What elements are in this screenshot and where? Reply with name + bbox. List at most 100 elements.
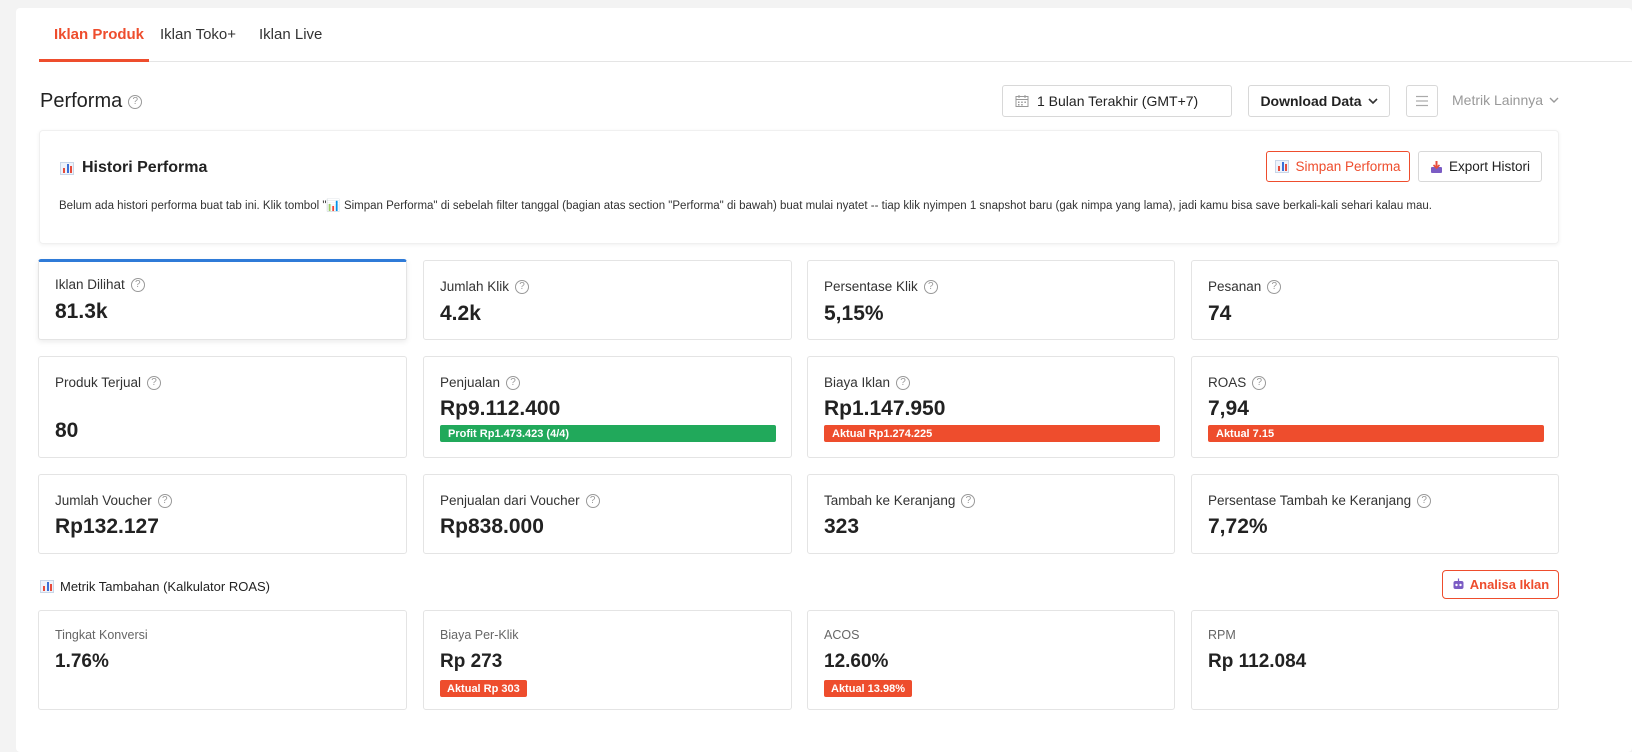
metric-label: Tambah ke Keranjang?: [824, 493, 976, 508]
ad-type-tabs: Iklan Produk Iklan Toko+ Iklan Live: [39, 8, 1632, 62]
chevron-down-icon: [1367, 97, 1378, 104]
metric-card-penjualan-voucher[interactable]: Penjualan dari Voucher? Rp838.000: [423, 474, 792, 554]
metric-card-jumlah-voucher[interactable]: Jumlah Voucher? Rp132.127: [38, 474, 407, 554]
metric-value: 81.3k: [55, 300, 108, 323]
help-icon[interactable]: ?: [896, 375, 911, 390]
metric-value: 7,94: [1208, 397, 1249, 420]
help-icon[interactable]: ?: [1267, 279, 1282, 294]
metrik-lainnya-label: Metrik Lainnya: [1452, 92, 1544, 108]
metric-card-pesanan[interactable]: Pesanan? 74: [1191, 260, 1559, 340]
metric-label: Produk Terjual?: [55, 375, 162, 390]
tab-iklan-live[interactable]: Iklan Live: [259, 26, 323, 43]
download-data-label: Download Data: [1260, 93, 1362, 109]
help-icon[interactable]: ?: [961, 493, 976, 508]
metric-card-persentase-klik[interactable]: Persentase Klik? 5,15%: [807, 260, 1175, 340]
export-histori-button[interactable]: Export Histori: [1418, 151, 1542, 182]
help-icon[interactable]: ?: [1417, 493, 1432, 508]
extra-metrics-heading: Metrik Tambahan (Kalkulator ROAS): [40, 579, 270, 594]
metric-label: Jumlah Voucher?: [55, 493, 172, 508]
actual-badge: Aktual Rp1.274.225: [824, 425, 1160, 442]
metric-label: Persentase Tambah ke Keranjang?: [1208, 493, 1432, 508]
metric-card-tambah-keranjang[interactable]: Tambah ke Keranjang? 323: [807, 474, 1175, 554]
bar-chart-icon: [40, 580, 54, 593]
extra-metric-label: RPM: [1208, 628, 1236, 642]
actual-badge: Aktual Rp 303: [440, 680, 527, 697]
help-icon[interactable]: ?: [585, 493, 600, 508]
metric-card-persentase-keranjang[interactable]: Persentase Tambah ke Keranjang? 7,72%: [1191, 474, 1559, 554]
extra-metric-label: ACOS: [824, 628, 860, 642]
extra-card-tingkat-konversi: Tingkat Konversi 1.76%: [38, 610, 407, 710]
metric-value: 323: [824, 515, 860, 538]
metric-label: Pesanan?: [1208, 279, 1282, 294]
main-panel: Iklan Produk Iklan Toko+ Iklan Live Perf…: [16, 8, 1632, 752]
histori-empty-message: Belum ada histori performa buat tab ini.…: [59, 200, 1432, 212]
list-view-button[interactable]: [1406, 85, 1438, 117]
chevron-down-icon: [1549, 97, 1559, 103]
extra-card-acos: ACOS 12.60% Aktual 13.98%: [807, 610, 1175, 710]
analisa-iklan-button[interactable]: Analisa Iklan: [1442, 570, 1559, 599]
bar-chart-icon: [1275, 160, 1290, 173]
help-icon[interactable]: ?: [515, 279, 530, 294]
metric-card-biaya-iklan[interactable]: Biaya Iklan? Rp1.147.950 Aktual Rp1.274.…: [807, 356, 1175, 458]
menu-icon: [1416, 95, 1428, 107]
metric-value: 5,15%: [824, 302, 884, 325]
bar-chart-icon: [60, 161, 74, 175]
metric-value: Rp132.127: [55, 515, 159, 538]
tab-iklan-produk[interactable]: Iklan Produk: [54, 26, 145, 43]
metric-card-jumlah-klik[interactable]: Jumlah Klik? 4.2k: [423, 260, 792, 340]
actual-badge: Aktual 7.15: [1208, 425, 1544, 442]
metric-label: Penjualan dari Voucher?: [440, 493, 600, 508]
metric-value: Rp9.112.400: [440, 397, 561, 420]
help-icon[interactable]: ?: [130, 277, 145, 292]
help-icon[interactable]: ?: [157, 493, 172, 508]
tab-iklan-toko[interactable]: Iklan Toko+: [160, 26, 237, 43]
analisa-iklan-label: Analisa Iklan: [1469, 577, 1550, 592]
extra-metric-label: Tingkat Konversi: [55, 628, 148, 642]
extra-metric-label: Biaya Per-Klik: [440, 628, 519, 642]
extra-card-rpm: RPM Rp 112.084: [1191, 610, 1559, 710]
metric-card-produk-terjual[interactable]: Produk Terjual? 80: [38, 356, 407, 458]
metric-label: Penjualan?: [440, 375, 521, 390]
metric-card-roas[interactable]: ROAS? 7,94 Aktual 7.15: [1191, 356, 1559, 458]
page-title: Performa: [40, 90, 123, 112]
metric-value: 80: [55, 419, 79, 442]
extra-metric-value: Rp 112.084: [1208, 651, 1307, 672]
calendar-icon: [1015, 95, 1029, 107]
metric-value: 4.2k: [440, 302, 481, 325]
metric-value: Rp1.147.950: [824, 397, 946, 420]
extra-metric-value: 1.76%: [55, 651, 109, 672]
metric-label: Iklan Dilihat?: [55, 277, 145, 292]
active-tab-indicator: [39, 59, 149, 62]
inbox-tray-icon: [1430, 160, 1442, 173]
histori-title: Histori Performa: [82, 159, 208, 176]
metric-card-iklan-dilihat[interactable]: Iklan Dilihat? 81.3k: [38, 259, 407, 340]
metric-label: Biaya Iklan?: [824, 375, 911, 390]
histori-heading: Histori Performa: [60, 159, 207, 177]
histori-performa-section: Histori Performa Simpan Performa Export …: [39, 130, 1559, 244]
export-histori-label: Export Histori: [1448, 159, 1531, 174]
actual-badge: Aktual 13.98%: [824, 680, 912, 697]
metric-value: 7,72%: [1208, 515, 1268, 538]
date-range-picker[interactable]: 1 Bulan Terakhir (GMT+7): [1002, 85, 1232, 117]
date-range-label: 1 Bulan Terakhir (GMT+7): [1037, 93, 1199, 109]
metric-label: Persentase Klik?: [824, 279, 938, 294]
metric-label: ROAS?: [1208, 375, 1267, 390]
help-icon[interactable]: ?: [506, 375, 521, 390]
download-data-button[interactable]: Download Data: [1248, 85, 1390, 117]
metric-value: 74: [1208, 302, 1232, 325]
performa-heading: Performa ?: [40, 90, 143, 113]
help-icon[interactable]: ?: [128, 94, 143, 109]
extra-metric-value: Rp 273: [440, 651, 503, 672]
help-icon[interactable]: ?: [1252, 375, 1267, 390]
simpan-performa-button[interactable]: Simpan Performa: [1266, 151, 1410, 182]
extra-card-biaya-per-klik: Biaya Per-Klik Rp 273 Aktual Rp 303: [423, 610, 792, 710]
metric-label: Jumlah Klik?: [440, 279, 530, 294]
help-icon[interactable]: ?: [147, 375, 162, 390]
metrik-lainnya-dropdown[interactable]: Metrik Lainnya: [1452, 92, 1559, 108]
metric-value: Rp838.000: [440, 515, 544, 538]
simpan-performa-label: Simpan Performa: [1295, 159, 1401, 174]
help-icon[interactable]: ?: [923, 279, 938, 294]
extra-metrics-title: Metrik Tambahan (Kalkulator ROAS): [60, 579, 271, 594]
metric-card-penjualan[interactable]: Penjualan? Rp9.112.400 Profit Rp1.473.42…: [423, 356, 792, 458]
extra-metric-value: 12.60%: [824, 651, 889, 672]
